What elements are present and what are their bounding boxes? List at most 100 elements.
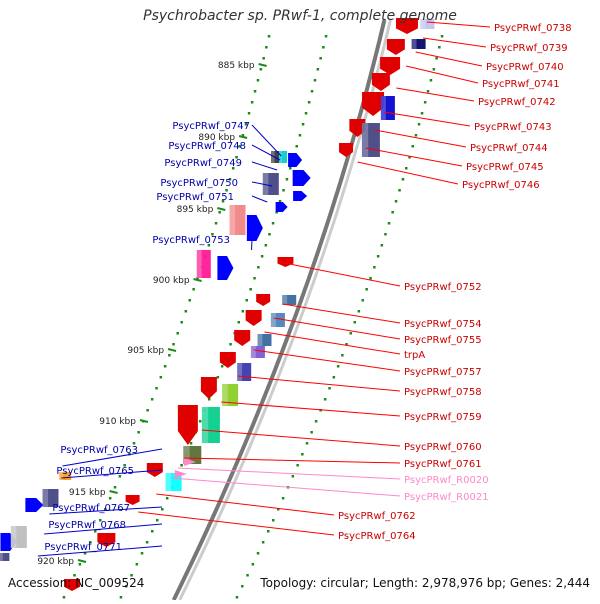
- track-dot: [384, 233, 387, 236]
- kbp-tick-label: 900 kbp: [153, 276, 190, 286]
- track-dot: [190, 442, 193, 445]
- gene-label-psycprwf-0741: PsycPRwf_0741: [482, 79, 560, 90]
- track-dot: [217, 376, 220, 379]
- track-dot: [328, 387, 331, 390]
- track-dot: [236, 596, 239, 599]
- track-dot: [218, 211, 221, 214]
- track-dot: [63, 596, 65, 599]
- track-dot: [302, 123, 305, 126]
- kbp-tick-label: 910 kbp: [99, 417, 136, 427]
- track-dot: [151, 398, 154, 401]
- track-dot: [199, 420, 202, 423]
- track-dot: [215, 222, 218, 225]
- gene-label-psycprwf-0749: PsycPRwf_0749: [164, 158, 242, 169]
- leader-line: [366, 148, 462, 166]
- cog-colored-gene-block-shine: [202, 407, 208, 443]
- cog-colored-gene-block-shine: [282, 295, 287, 305]
- track-dot: [388, 222, 391, 225]
- kbp-tick-mark: [140, 420, 148, 422]
- track-dot: [272, 222, 275, 225]
- track-dot: [252, 563, 255, 566]
- kbp-tick-label: 905 kbp: [127, 346, 164, 356]
- cog-colored-gene-block-shine: [197, 250, 202, 278]
- plus-strand-gene-arrow: [201, 377, 217, 399]
- track-dot: [177, 332, 180, 335]
- track-dot: [301, 453, 304, 456]
- leader-line: [156, 494, 334, 515]
- track-dot: [418, 123, 421, 126]
- plus-strand-gene-arrow: [256, 294, 270, 306]
- gene-label-psycprwf-0742: PsycPRwf_0742: [478, 97, 556, 108]
- gene-label-psycprwf-0760: PsycPRwf_0760: [404, 442, 482, 453]
- track-dot: [365, 288, 368, 291]
- track-dot: [136, 563, 139, 566]
- gene-label-trpa: trpA: [404, 350, 425, 361]
- track-dot: [254, 90, 256, 93]
- minus-strand-gene-arrow: [293, 170, 311, 186]
- track-dot: [267, 530, 270, 533]
- kbp-tick-mark: [168, 349, 176, 351]
- track-dot: [398, 189, 401, 192]
- track-dot: [286, 178, 289, 181]
- track-dot: [261, 255, 264, 258]
- gene-label-psycprwf-0745: PsycPRwf_0745: [466, 162, 544, 173]
- topology-text: Topology: circular; Length: 2,978,976 bp…: [260, 576, 590, 590]
- gene-label-psycprwf-0754: PsycPRwf_0754: [404, 319, 482, 330]
- track-dot: [427, 90, 430, 93]
- track-dot: [421, 112, 424, 115]
- plus-strand-gene-arrow: [387, 39, 405, 55]
- track-dot: [325, 35, 328, 38]
- track-dot: [181, 321, 184, 324]
- track-dot: [221, 365, 224, 368]
- track-dot: [137, 431, 140, 434]
- leader-line: [178, 468, 400, 479]
- track-dot: [192, 288, 195, 291]
- track-dot: [265, 244, 268, 247]
- track-dot: [257, 79, 260, 82]
- gene-label-psycprwf-0764: PsycPRwf_0764: [338, 531, 416, 542]
- track-dot: [155, 387, 158, 390]
- cog-colored-gene-block-shine: [43, 489, 49, 507]
- track-dot: [311, 90, 314, 93]
- track-dot: [272, 519, 275, 522]
- track-dot: [395, 200, 398, 203]
- gene-label-psycprwf-0746: PsycPRwf_0746: [462, 180, 540, 191]
- track-dot: [253, 277, 256, 280]
- kbp-tick-label: 920 kbp: [37, 557, 74, 567]
- cog-colored-gene-block-shine: [258, 334, 263, 346]
- minus-strand-gene-arrow: [276, 202, 288, 212]
- track-dot: [141, 552, 144, 555]
- track-dot: [337, 365, 340, 368]
- track-dot: [229, 343, 232, 346]
- leader-line: [238, 376, 400, 391]
- gene-label-psycprwf-0755: PsycPRwf_0755: [404, 335, 482, 346]
- track-dot: [151, 530, 154, 533]
- track-dot: [377, 255, 380, 258]
- leader-line: [252, 162, 277, 170]
- leader-line: [396, 88, 474, 101]
- kbp-tick-mark: [239, 136, 247, 138]
- kbp-tick-mark: [78, 560, 86, 562]
- track-dot: [241, 585, 244, 588]
- track-dot: [189, 299, 192, 302]
- leader-line: [406, 66, 478, 83]
- track-dot: [166, 497, 169, 500]
- minus-strand-gene-arrow: [293, 191, 307, 201]
- gene-label-psycprwf-0743: PsycPRwf_0743: [474, 122, 552, 133]
- map-title: Psychrobacter sp. PRwf-1, complete genom…: [0, 8, 600, 24]
- track-dot: [260, 68, 263, 71]
- track-dot: [282, 497, 285, 500]
- cog-colored-gene-block-shine: [230, 205, 236, 235]
- gene-label-psycprwf-r0020: PsycPRwf_R0020: [404, 475, 489, 486]
- track-dot: [299, 134, 302, 137]
- track-dot: [161, 508, 164, 511]
- plus-strand-gene-arrow: [339, 143, 353, 157]
- cog-colored-gene-block-shine: [0, 553, 3, 561]
- gene-label-psycprwf-0744: PsycPRwf_0744: [470, 143, 548, 154]
- track-dot: [402, 178, 405, 181]
- track-dot: [341, 354, 344, 357]
- minus-strand-gene-arrow: [288, 153, 302, 167]
- cog-colored-gene-block-shine: [412, 39, 417, 49]
- track-dot: [160, 376, 163, 379]
